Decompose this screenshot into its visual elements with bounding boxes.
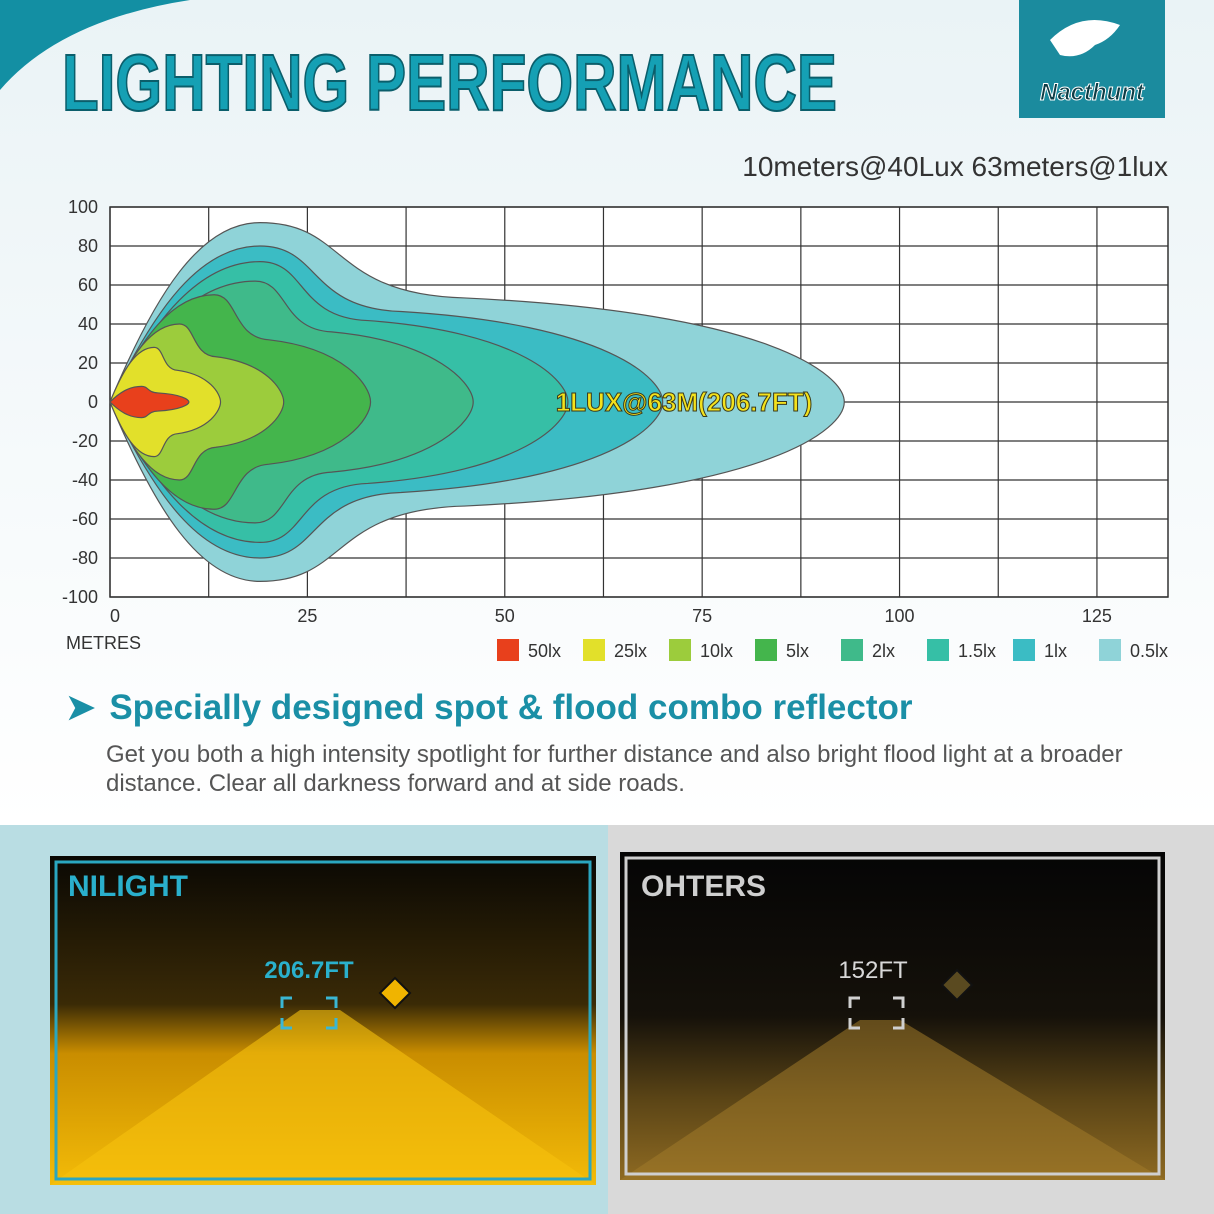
legend-swatch	[927, 639, 949, 661]
y-tick-label: 60	[78, 275, 98, 295]
legend-swatch	[583, 639, 605, 661]
x-tick-label: 0	[110, 606, 120, 626]
y-tick-label: 20	[78, 353, 98, 373]
x-tick-label: 100	[885, 606, 915, 626]
photo-frame	[624, 856, 1161, 1176]
legend-label: 5lx	[786, 641, 809, 661]
y-tick-label: 40	[78, 314, 98, 334]
nilight-distance: 206.7FT	[264, 957, 354, 984]
arrow-icon: ➤	[66, 688, 96, 727]
legend-swatch	[497, 639, 519, 661]
nilight-label: NILIGHT	[68, 870, 188, 903]
y-tick-label: 0	[88, 392, 98, 412]
x-tick-label: 75	[692, 606, 712, 626]
chart-subtitle: 10meters@40Lux 63meters@1lux	[742, 151, 1168, 182]
y-tick-label: -20	[72, 431, 98, 451]
y-tick-label: -60	[72, 509, 98, 529]
isolux-contour	[109, 385, 190, 419]
others-label: OHTERS	[641, 870, 766, 903]
road	[620, 1020, 1165, 1180]
feature-heading: ➤ Specially designed spot & flood combo r…	[66, 688, 1146, 728]
target-bracket	[848, 996, 905, 1030]
deer-sign	[378, 976, 412, 1010]
logo-text: Nacthunt	[1040, 79, 1145, 106]
y-tick-label: -100	[62, 587, 98, 607]
x-tick-label: 125	[1082, 606, 1112, 626]
x-tick-label: 50	[495, 606, 515, 626]
y-tick-label: 100	[68, 197, 98, 217]
others-distance: 152FT	[838, 957, 908, 984]
y-tick-label: 80	[78, 236, 98, 256]
legend-label: 50lx	[528, 641, 561, 661]
photo-frame	[54, 860, 592, 1181]
logo-box	[1019, 0, 1165, 118]
target-bracket	[280, 996, 338, 1030]
legend-swatch	[1013, 639, 1035, 661]
chart-annotation: 1LUX@63M(206.7FT)	[556, 387, 813, 417]
logo-icon	[1050, 20, 1120, 57]
x-axis-label: METRES	[66, 633, 141, 653]
legend-swatch	[755, 639, 777, 661]
legend-label: 10lx	[700, 641, 733, 661]
road	[50, 1010, 596, 1185]
legend-swatch	[669, 639, 691, 661]
y-tick-label: -80	[72, 548, 98, 568]
legend-label: 1.5lx	[958, 641, 996, 661]
feature-body: Get you both a high intensity spotlight …	[106, 741, 1123, 797]
feature-heading-text: Specially designed spot & flood combo re…	[109, 688, 913, 727]
legend-swatch	[1099, 639, 1121, 661]
x-tick-label: 25	[297, 606, 317, 626]
legend-label: 2lx	[872, 641, 895, 661]
legend-label: 25lx	[614, 641, 647, 661]
corner-accent	[0, 0, 190, 90]
legend-label: 1lx	[1044, 641, 1067, 661]
y-tick-label: -40	[72, 470, 98, 490]
legend-label: 0.5lx	[1130, 641, 1168, 661]
page-title: LIGHTING PERFORMANCE	[62, 38, 837, 127]
plot: 100 80 60 40 20 0 -20 -40 -60 -80 -100 0 25 50 75 100 12…	[62, 197, 1169, 661]
feature: ➤ Specially designed spot & flood combo r…	[66, 688, 1146, 798]
deer-sign	[940, 968, 974, 1002]
legend-swatch	[841, 639, 863, 661]
